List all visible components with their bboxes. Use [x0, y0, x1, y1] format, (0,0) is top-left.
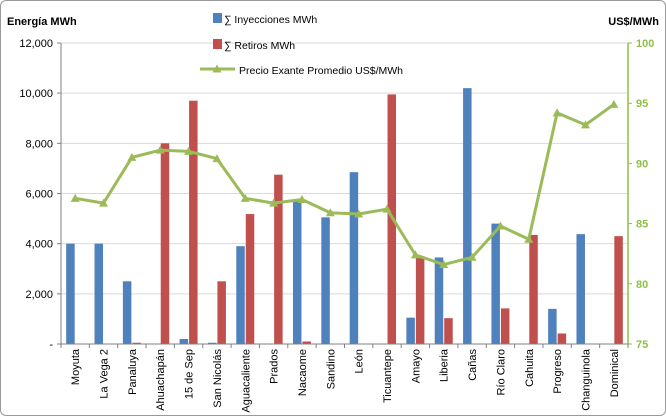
- category-label: Río Claro: [495, 349, 507, 395]
- bar-inyecciones: [236, 246, 245, 344]
- bar-inyecciones: [207, 342, 217, 344]
- price-line: [70, 99, 619, 269]
- bar-retiros: [415, 256, 425, 344]
- legend-label: ∑ Inyecciones MWh: [224, 14, 317, 26]
- price-marker: [155, 145, 165, 154]
- y2-tick-label: 95: [636, 98, 648, 110]
- price-marker: [325, 208, 335, 217]
- price-marker: [524, 234, 534, 243]
- y2-tick-label: 80: [636, 279, 648, 291]
- category-label: Dominical: [609, 349, 621, 397]
- axes: - 2,000 4,000 6,000 8,000 10,000 12,000 75 80 85 9…: [19, 38, 654, 413]
- bar-retiros: [557, 333, 567, 344]
- legend-swatch: [213, 39, 222, 49]
- category-label: Cahuita: [524, 348, 536, 387]
- price-marker: [212, 154, 222, 163]
- price-marker: [382, 204, 392, 213]
- bar-inyecciones: [94, 243, 104, 344]
- bar-retiros: [614, 236, 623, 344]
- legend: ∑ Inyecciones MWh ∑ Retiros MWh Precio Exa…: [200, 13, 403, 77]
- category-label: Ticuantepe: [382, 349, 394, 403]
- legend-swatch: [213, 13, 222, 23]
- category-label: Nacaome: [297, 349, 309, 396]
- y-tick-label: 2,000: [25, 289, 53, 301]
- category-label: Ahuachapán: [155, 349, 167, 411]
- category-label: San Nicolás: [212, 349, 224, 408]
- category-label: Sandino: [325, 349, 337, 389]
- price-marker: [354, 209, 364, 218]
- bar-retiros: [444, 318, 453, 344]
- price-marker: [552, 108, 562, 117]
- y-axis-title: Energía MWh: [7, 16, 77, 28]
- price-marker: [467, 252, 477, 261]
- category-label: Amayo: [410, 349, 422, 383]
- bar-retiros: [274, 174, 283, 344]
- bar-inyecciones: [179, 338, 189, 344]
- bar-inyecciones: [122, 281, 132, 344]
- bar-inyecciones: [576, 234, 585, 344]
- price-marker: [609, 99, 619, 108]
- category-label: La Vega 2: [99, 349, 111, 399]
- y2-axis-title: US$/MWh: [608, 16, 659, 28]
- bar-inyecciones: [491, 223, 500, 344]
- y2-tick-label: 90: [636, 158, 648, 170]
- bar-inyecciones: [349, 172, 359, 344]
- y2-tick-label: 85: [636, 219, 648, 231]
- price-marker: [580, 120, 590, 129]
- price-marker: [297, 195, 307, 204]
- y2-tick-label: 75: [636, 339, 648, 351]
- bar-inyecciones: [292, 201, 302, 344]
- legend-label: ∑ Retiros MWh: [224, 40, 295, 52]
- bar-inyecciones: [548, 308, 557, 344]
- bar-inyecciones: [434, 257, 444, 344]
- bar-retiros: [189, 100, 198, 344]
- bar-retiros: [302, 341, 311, 344]
- category-label: Moyuta: [70, 348, 82, 385]
- bar-retiros: [529, 234, 538, 344]
- gridlines: [61, 42, 628, 295]
- bar-retiros: [217, 281, 226, 344]
- category-label: Aguacaliente: [240, 349, 252, 413]
- category-label: 15 de Sep: [184, 349, 196, 399]
- legend-label: Precio Exante Promedio US$/MWh: [239, 65, 403, 77]
- y-tick-label: 10,000: [19, 88, 53, 100]
- category-label: Prados: [269, 349, 281, 384]
- price-marker: [439, 260, 449, 269]
- price-marker: [70, 193, 80, 202]
- price-marker: [127, 152, 137, 161]
- price-marker: [240, 193, 250, 202]
- category-label: León: [354, 349, 366, 373]
- bar-retiros: [160, 143, 170, 344]
- legend-marker: [212, 64, 222, 73]
- price-marker: [99, 198, 109, 207]
- bar-inyecciones: [406, 317, 415, 344]
- category-label: Changuinola: [580, 348, 592, 411]
- bar-retiros: [500, 308, 510, 344]
- y-tick-label: 12,000: [19, 38, 53, 50]
- category-label: Progreso: [552, 349, 564, 394]
- price-marker: [410, 250, 420, 259]
- y-tick-label: -: [49, 339, 53, 351]
- price-marker: [495, 221, 505, 230]
- y-tick-label: 6,000: [25, 189, 53, 201]
- category-label: Cañas: [467, 349, 479, 381]
- bars: [66, 88, 623, 345]
- bar-retiros: [245, 214, 255, 344]
- category-label: Panaluya: [127, 348, 139, 395]
- price-marker: [269, 198, 279, 207]
- bar-retiros: [132, 342, 141, 344]
- y-tick-label: 8,000: [25, 138, 53, 150]
- bar-inyecciones: [321, 217, 330, 344]
- category-label: Liberia: [439, 348, 451, 382]
- bar-inyecciones: [463, 88, 472, 345]
- y-tick-label: 4,000: [25, 239, 53, 251]
- y2-tick-label: 100: [636, 38, 654, 50]
- bar-inyecciones: [66, 243, 75, 344]
- price-line-path: [74, 103, 615, 267]
- price-marker: [184, 146, 194, 155]
